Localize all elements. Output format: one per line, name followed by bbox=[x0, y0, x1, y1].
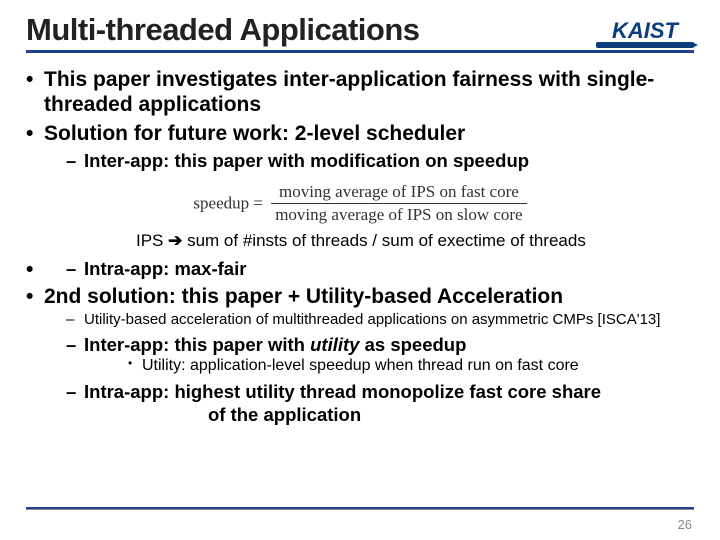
kaist-logo: KAIST bbox=[596, 18, 694, 48]
slide-title: Multi-threaded Applications bbox=[26, 12, 420, 48]
bullet-3b: Intra-app: highest utility thread monopo… bbox=[44, 380, 694, 426]
header: Multi-threaded Applications KAIST bbox=[26, 12, 694, 53]
slide: Multi-threaded Applications KAIST This p… bbox=[0, 0, 720, 540]
ips-rest: sum of #insts of threads / sum of execti… bbox=[182, 231, 585, 250]
bullet-3a-pre: Inter-app: this paper with bbox=[84, 334, 310, 355]
speedup-formula: speedup = moving average of IPS on fast … bbox=[193, 182, 526, 225]
bullet-3a-post: as speedup bbox=[359, 334, 466, 355]
bullet-2-sub: Inter-app: this paper with modification … bbox=[44, 149, 694, 172]
ips-definition: IPS ➔ sum of #insts of threads / sum of … bbox=[26, 231, 694, 251]
footer-rule bbox=[26, 507, 694, 510]
bullet-3: 2nd solution: this paper + Utility-based… bbox=[26, 284, 694, 426]
bullet-2a: Inter-app: this paper with modification … bbox=[44, 149, 694, 172]
bullet-3a-utility: Utility: application-level speedup when … bbox=[84, 356, 694, 377]
bullet-3b-line2: of the application bbox=[84, 403, 694, 426]
bullet-2-text: Solution for future work: 2-level schedu… bbox=[44, 122, 465, 145]
bullet-3-text: 2nd solution: this paper + Utility-based… bbox=[44, 285, 563, 308]
bullet-3b-line1: Intra-app: highest utility thread monopo… bbox=[84, 381, 601, 402]
arrow-icon: ➔ bbox=[168, 231, 182, 250]
bullet-1: This paper investigates inter-applicatio… bbox=[26, 67, 694, 117]
bullet-2-cont: Intra-app: max-fair bbox=[26, 257, 694, 280]
logo-underline-icon bbox=[596, 42, 694, 48]
bullet-list-cont: Intra-app: max-fair 2nd solution: this p… bbox=[26, 257, 694, 426]
ips-label: IPS bbox=[136, 231, 168, 250]
bullet-3a-sub: Utility: application-level speedup when … bbox=[84, 356, 694, 377]
formula-fraction: moving average of IPS on fast core movin… bbox=[271, 182, 526, 225]
bullet-3-citation: Utility-based acceleration of multithrea… bbox=[44, 311, 694, 330]
bullet-2: Solution for future work: 2-level schedu… bbox=[26, 121, 694, 171]
page-number: 26 bbox=[678, 517, 692, 532]
formula-numerator: moving average of IPS on fast core bbox=[271, 182, 526, 204]
bullet-2b: Intra-app: max-fair bbox=[44, 257, 694, 280]
bullet-3-ref: Utility-based acceleration of multithrea… bbox=[44, 311, 694, 330]
bullet-3a-emph: utility bbox=[310, 334, 359, 355]
formula-lhs: speedup = bbox=[193, 193, 263, 212]
bullet-3a: Inter-app: this paper with utility as sp… bbox=[44, 333, 694, 377]
formula-block: speedup = moving average of IPS on fast … bbox=[26, 182, 694, 225]
bullet-3-sub: Inter-app: this paper with utility as sp… bbox=[44, 333, 694, 426]
formula-denominator: moving average of IPS on slow core bbox=[271, 204, 526, 225]
bullet-list: This paper investigates inter-applicatio… bbox=[26, 67, 694, 172]
logo-text: KAIST bbox=[612, 18, 678, 44]
